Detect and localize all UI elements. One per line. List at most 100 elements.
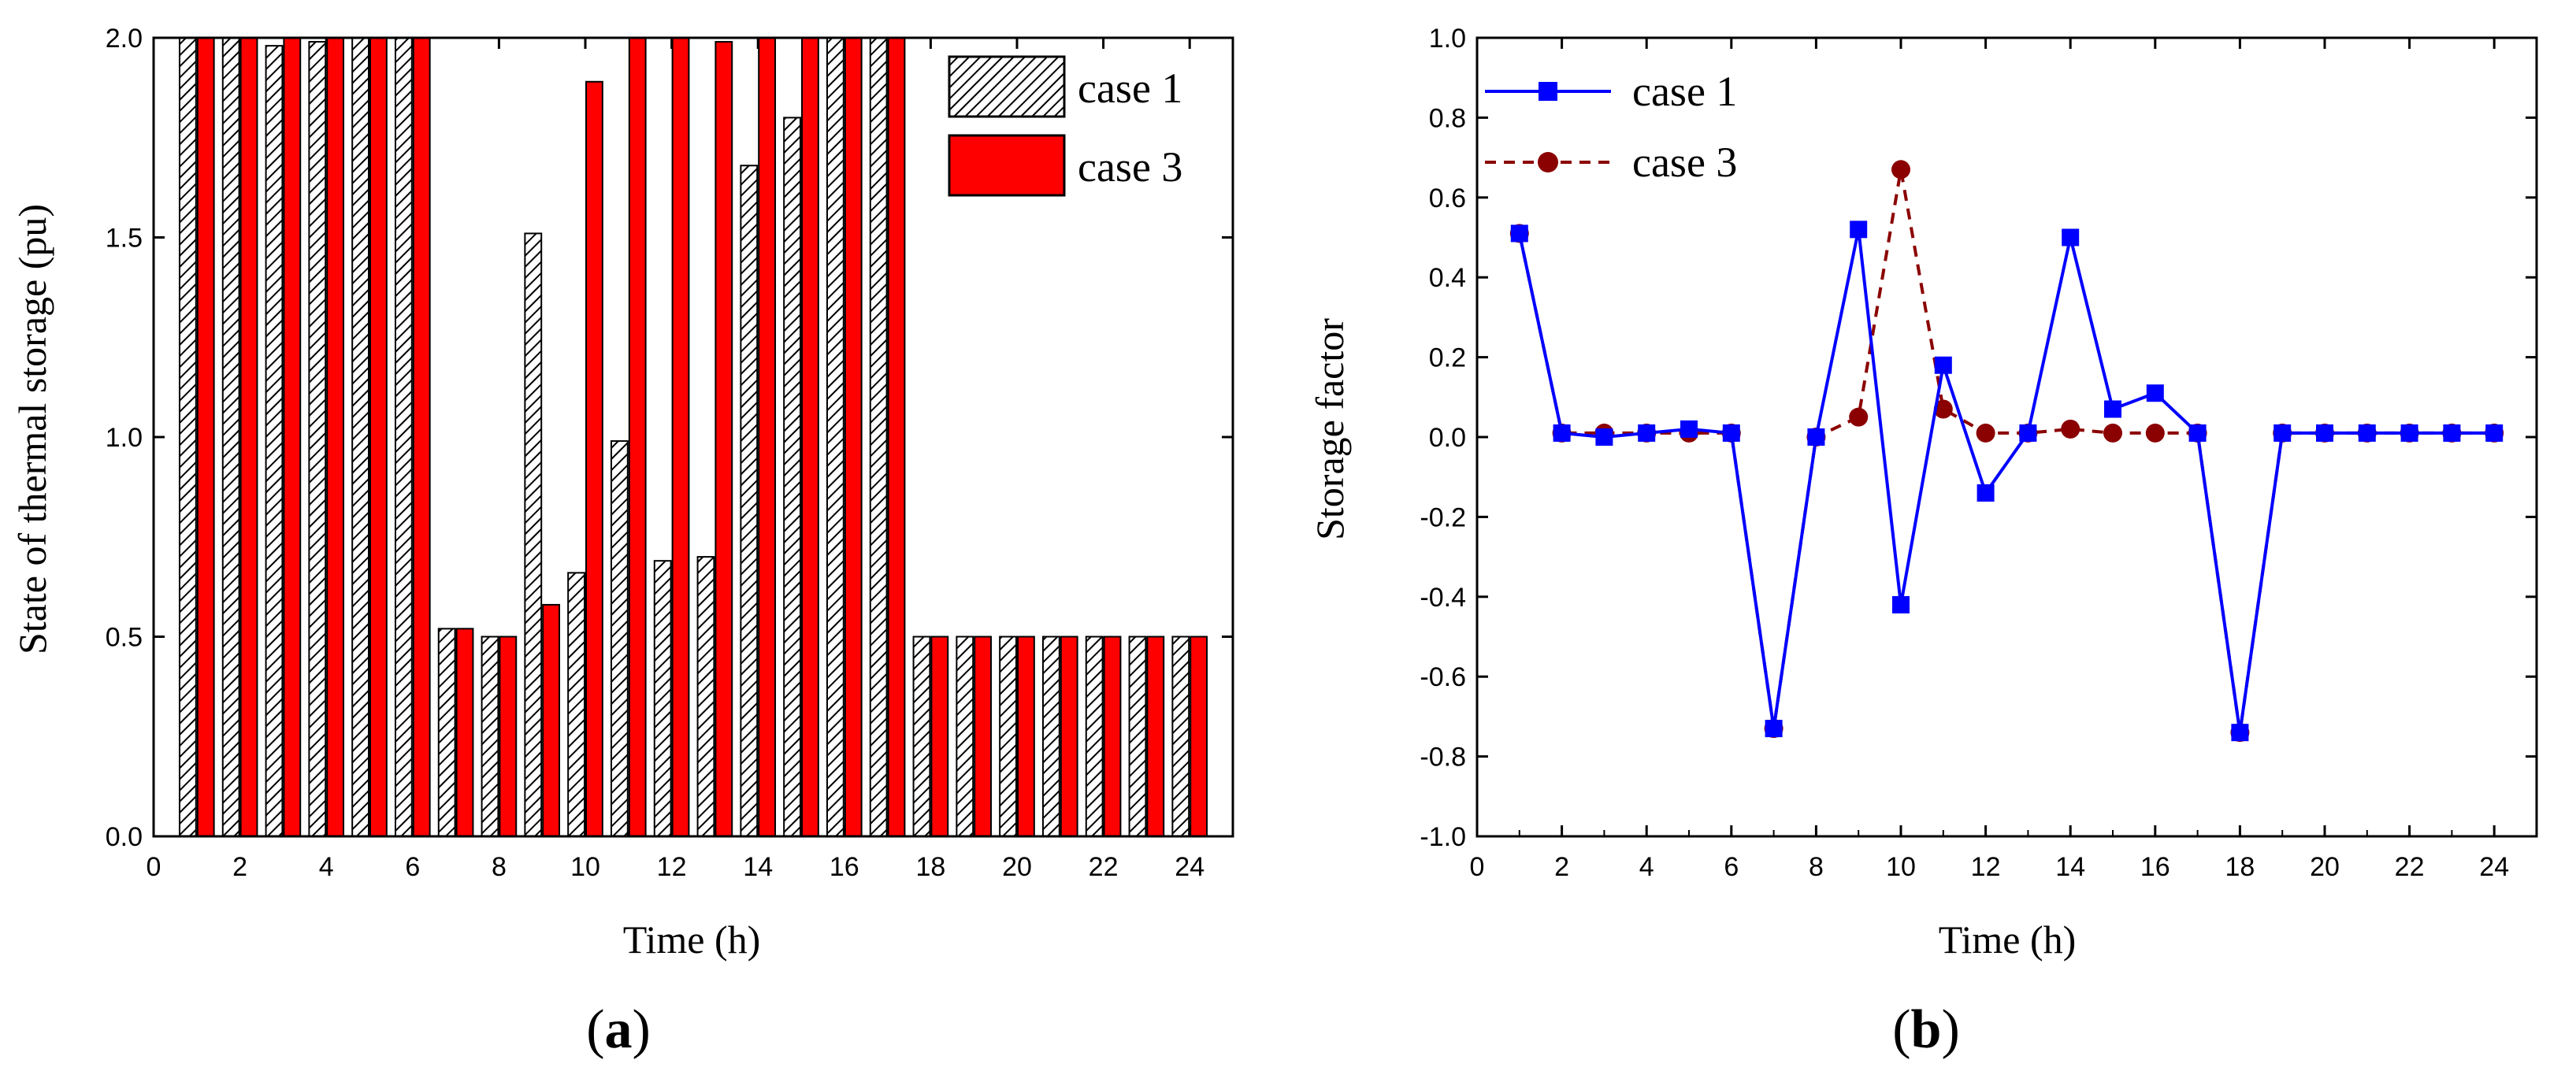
bar-case-1-t7 [437, 628, 456, 837]
bar-case-3-t4 [326, 37, 345, 837]
point-case-1-t18 [2231, 724, 2249, 742]
x-tick-label: 18 [2225, 852, 2255, 882]
bar-case-1-t6 [394, 37, 413, 837]
x-tick-label: 24 [2479, 852, 2509, 882]
point-case-1-t21 [2358, 424, 2376, 442]
bar-case-1-t23 [1128, 636, 1147, 837]
bar-case-3-t20 [1017, 636, 1035, 837]
bar-case-1-t4 [308, 41, 327, 837]
bar-case-3-t10 [585, 80, 603, 837]
point-case-1-t12 [1977, 484, 1995, 502]
bar-case-3-t15 [801, 37, 819, 837]
point-case-3-t15 [2103, 423, 2122, 443]
point-case-1-t19 [2273, 424, 2292, 442]
point-case-1-t9 [1850, 220, 1868, 239]
legend-swatch-case-3 [948, 134, 1066, 197]
bar-case-3-t7 [455, 628, 474, 837]
y-tick-label: 0.0 [106, 822, 143, 852]
point-case-1-t2 [1553, 424, 1571, 442]
x-tick-label: 12 [1971, 852, 2001, 882]
legend-marker-case-3 [1538, 152, 1558, 172]
point-case-1-t1 [1510, 224, 1528, 243]
legend-label-case-1: case 1 [1632, 68, 1737, 115]
legend-label-case-1: case 1 [1078, 65, 1182, 112]
bar-case-1-t3 [265, 45, 284, 837]
panel-b-lines [1509, 160, 2504, 743]
y-tick-label: 0.5 [106, 623, 143, 653]
bar-case-1-t10 [567, 572, 586, 837]
panel-a-y-axis-label: State of thermal storage (pu) [10, 204, 54, 654]
panel-b-caption-letter: b [1911, 999, 1942, 1060]
x-tick-label: 0 [147, 852, 161, 882]
legend-marker-case-1 [1539, 82, 1557, 101]
bar-case-1-t21 [1041, 636, 1060, 837]
panel-b-x-axis-label: Time (h) [1939, 917, 2077, 962]
panel-b-legend: case 1 case 3 [1485, 68, 1737, 186]
y-tick-label: 1.0 [1429, 24, 1466, 54]
bar-case-3-t21 [1060, 636, 1078, 837]
series-line-case-1 [1517, 228, 2495, 733]
legend-label-case-3: case 3 [1078, 143, 1182, 191]
x-tick-label: 6 [405, 852, 420, 882]
point-case-3-t11 [1933, 399, 1953, 419]
x-tick-label: 2 [1554, 852, 1569, 882]
bar-case-3-t1 [196, 37, 215, 837]
y-tick-label: 2.0 [106, 24, 143, 54]
x-tick-label: 10 [1886, 852, 1916, 882]
bar-case-1-t15 [783, 117, 802, 837]
bar-case-1-t22 [1085, 636, 1104, 837]
bar-case-1-t11 [610, 440, 629, 837]
panel-a-axes: 0 2 4 6 8 10 12 14 16 18 20 22 240.00.51.01.52.0 [106, 24, 1234, 882]
y-tick-label: 0.4 [1429, 263, 1466, 293]
panel-b-axes: 0 2 4 6 8 10 12 14 16 18 20 22 24-1.0-0.8-0.6-0.4-0.… [1420, 24, 2538, 882]
bar-case-1-t8 [481, 636, 499, 837]
bar-case-1-t1 [178, 37, 197, 837]
bar-case-3-t3 [283, 37, 302, 837]
bar-case-3-t12 [671, 37, 690, 837]
x-tick-label: 16 [830, 852, 859, 882]
x-tick-label: 8 [492, 852, 507, 882]
bar-case-3-t19 [974, 636, 993, 837]
bar-case-3-t17 [887, 37, 906, 837]
point-case-3-t9 [1849, 407, 1869, 427]
x-tick-label: 14 [2055, 852, 2085, 882]
bar-case-1-t9 [524, 232, 543, 837]
bar-case-1-t2 [221, 37, 240, 837]
y-tick-label: 0.2 [1429, 343, 1466, 373]
panel-b-caption: (b) [1892, 999, 1960, 1060]
x-tick-label: 4 [1639, 852, 1654, 882]
bar-case-1-t12 [653, 560, 672, 837]
bar-case-1-t20 [999, 636, 1018, 837]
y-tick-label: 1.0 [106, 423, 143, 453]
x-tick-label: 20 [1002, 852, 1032, 882]
bar-case-3-t5 [369, 37, 388, 837]
x-tick-label: 24 [1175, 852, 1204, 882]
point-case-1-t5 [1680, 420, 1698, 438]
point-case-3-t16 [2145, 423, 2165, 443]
bar-case-1-t17 [869, 37, 888, 837]
point-case-1-t4 [1638, 424, 1656, 442]
legend-label-case-3: case 3 [1632, 139, 1737, 186]
bar-case-3-t13 [715, 41, 733, 837]
x-tick-label: 14 [743, 852, 773, 882]
bar-case-1-t16 [826, 37, 844, 837]
panel-a-legend: case 1 case 3 [948, 55, 1182, 197]
y-tick-label: 0.8 [1429, 103, 1466, 133]
x-tick-label: 16 [2140, 852, 2170, 882]
y-tick-label: 0.0 [1429, 423, 1466, 453]
bar-case-3-t9 [542, 603, 561, 837]
bar-case-3-t24 [1190, 636, 1208, 837]
legend-swatch-case-1 [948, 55, 1066, 118]
bar-case-3-t16 [844, 37, 863, 837]
bar-case-1-t14 [740, 165, 759, 838]
y-tick-label: -1.0 [1420, 822, 1466, 852]
x-tick-label: 10 [570, 852, 600, 882]
x-tick-label: 8 [1809, 852, 1824, 882]
panel-b-y-axis-label: Storage factor [1308, 318, 1352, 540]
x-tick-label: 18 [915, 852, 945, 882]
bar-case-1-t13 [696, 556, 715, 837]
point-case-1-t10 [1892, 595, 1910, 613]
panel-a-x-axis-label: Time (h) [623, 917, 761, 962]
point-case-1-t20 [2316, 424, 2333, 442]
